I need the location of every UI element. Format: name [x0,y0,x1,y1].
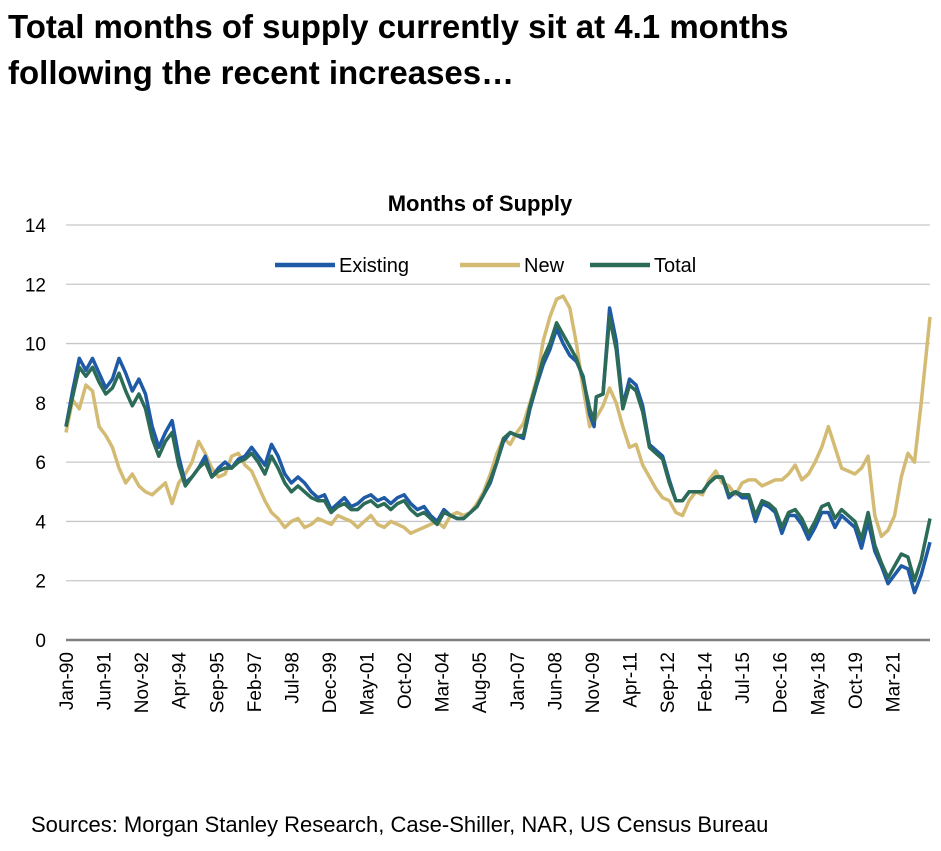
x-tick-labels: Jan-90 Jun-91 Nov-92 Apr-94 Sep-95 Feb-97 Jul-… [57,652,904,716]
months-of-supply-chart: Months of Supply 0 2 4 6 8 10 12 14 Jan-90 Jun-9… [25,191,932,716]
x-tick-label: Apr-94 [170,652,191,709]
y-tick-label: 12 [25,275,46,296]
y-tick-label: 10 [25,335,46,356]
y-tick-label: 4 [35,512,46,533]
x-tick-label: Mar-21 [883,652,904,712]
x-tick-label: Jul-15 [733,652,754,704]
legend-label-new: New [524,255,565,277]
headline: Total months of supply currently sit at … [8,8,789,91]
series-line-total [64,315,932,583]
x-tick-label: Feb-14 [696,652,717,713]
y-tick-labels: 0 2 4 6 8 10 12 14 [25,216,47,652]
x-tick-label: Jun-08 [545,652,566,710]
x-tick-label: Dec-16 [771,652,792,713]
x-tick-label: Mar-04 [433,652,454,713]
x-tick-label: Sep-95 [207,652,228,713]
y-tick-label: 8 [35,394,46,415]
x-tick-label: Nov-92 [132,652,153,713]
x-tick-label: May-18 [808,652,829,715]
x-tick-label: Jun-91 [95,652,116,710]
x-tick-label: Dec-99 [320,652,341,713]
x-tick-label: Oct-19 [846,652,867,709]
source-note: Sources: Morgan Stanley Research, Case-S… [31,812,769,837]
chart-title: Months of Supply [388,191,573,216]
y-tick-label: 6 [35,453,46,474]
x-tick-label: Oct-02 [395,652,416,709]
x-tick-label: Jan-07 [508,652,529,710]
x-tick-label: Nov-09 [583,652,604,713]
legend-label-total: Total [654,255,696,277]
data-lines [64,294,932,595]
x-tick-label: Jan-90 [57,652,78,710]
x-tick-label: May-01 [358,652,379,715]
x-tick-label: Apr-11 [620,652,641,708]
x-tick-label: Sep-12 [658,652,679,713]
y-tick-label: 0 [35,631,46,652]
legend-label-existing: Existing [339,255,409,277]
x-tick-label: Aug-05 [470,652,491,713]
y-tick-label: 14 [25,216,47,237]
x-tick-label: Jul-98 [282,652,303,704]
legend: Existing New Total [275,255,696,277]
series-line-new [64,294,932,539]
y-tick-label: 2 [35,572,46,593]
x-tick-label: Feb-97 [245,652,266,712]
